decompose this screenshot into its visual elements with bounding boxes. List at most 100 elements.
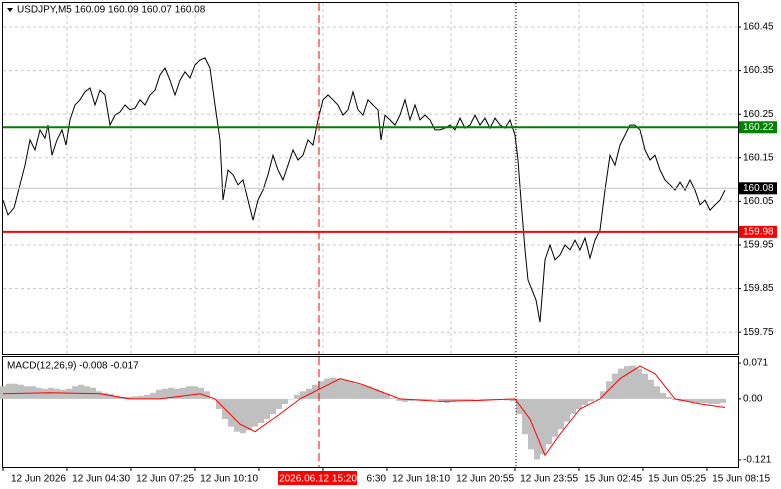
histogram-bar	[558, 398, 564, 430]
histogram-bar	[252, 398, 258, 427]
y-tick-label: 160.15	[743, 152, 774, 163]
histogram-bar	[108, 393, 114, 399]
histogram-bar	[354, 383, 360, 399]
histogram-bar	[612, 373, 618, 399]
histogram-bar	[642, 373, 648, 399]
x-tick-label: 15 Jun 02:45	[584, 474, 642, 485]
histogram-bar	[96, 391, 102, 399]
data-layer	[0, 57, 726, 460]
histogram-bar	[216, 398, 222, 409]
histogram-bar	[540, 398, 546, 455]
x-tick-label: 12 Jun 07:25	[136, 474, 194, 485]
histogram-bar	[126, 396, 132, 399]
histogram-bar	[420, 398, 426, 401]
level-label: 159.98	[743, 227, 774, 238]
histogram-bar	[54, 388, 60, 399]
histogram-bar	[294, 394, 300, 399]
histogram-bar	[456, 398, 462, 401]
histogram-bar	[396, 398, 402, 401]
y-tick-label: 159.95	[743, 240, 774, 251]
x-tick-label: 6:30	[367, 474, 387, 485]
x-tick-label: 12 Jun 18:10	[392, 474, 450, 485]
histogram-bar	[600, 391, 606, 399]
histogram-bar	[564, 398, 570, 422]
histogram-bar	[42, 388, 48, 399]
histogram-bar	[594, 398, 600, 400]
level-label: 160.22	[743, 122, 774, 133]
histogram-bar	[102, 392, 108, 399]
histogram-bar	[168, 387, 174, 399]
histogram-bar	[348, 381, 354, 399]
histogram-bar	[18, 384, 24, 399]
histogram-bar	[690, 398, 696, 402]
price-panel-frame	[2, 2, 739, 355]
histogram-bar	[696, 398, 702, 403]
histogram-bar	[336, 378, 342, 399]
histogram-bar	[630, 365, 636, 399]
histogram-bar	[360, 384, 366, 399]
histogram-bar	[264, 398, 270, 420]
x-tick-label: 15 Jun 08:15	[712, 474, 770, 485]
crosshair-label: 2026.06.12 15:20	[279, 474, 357, 485]
y-tick-label: 160.45	[743, 22, 774, 33]
histogram-bar	[720, 398, 726, 403]
histogram-bar	[0, 386, 6, 399]
histogram-bar	[150, 392, 156, 399]
histogram-bar	[552, 398, 558, 437]
histogram-bar	[324, 378, 330, 399]
histogram-bar	[714, 398, 720, 404]
histogram-bar	[426, 398, 432, 400]
y-tick-label: 160.25	[743, 109, 774, 120]
histogram-bar	[450, 398, 456, 402]
y-tick-label: -0.121	[743, 455, 772, 466]
y-tick-label: 159.85	[743, 283, 774, 294]
histogram-bar	[198, 387, 204, 399]
y-tick-label: 0.00	[743, 394, 763, 405]
histogram-bar	[228, 398, 234, 427]
histogram-bar	[384, 393, 390, 399]
histogram-bar	[708, 398, 714, 404]
x-tick-label: 12 Jun 10:10	[200, 474, 258, 485]
x-tick-label: 12 Jun 04:30	[72, 474, 130, 485]
level-label-box	[739, 182, 777, 195]
histogram-bar	[132, 396, 138, 399]
level-label: 160.08	[743, 183, 774, 194]
histogram-bar	[246, 398, 252, 431]
histogram-bar	[684, 398, 690, 402]
histogram-bar	[528, 398, 534, 450]
chart-title: USDJPY,M5 160.09 160.09 160.07 160.08	[17, 5, 206, 16]
histogram-bar	[204, 391, 210, 399]
histogram-bar	[462, 398, 468, 401]
x-tick-label: 15 Jun 05:25	[648, 474, 706, 485]
histogram-bar	[474, 398, 480, 400]
histogram-bar	[372, 388, 378, 399]
histogram-bar	[276, 398, 282, 409]
level-label-box	[739, 225, 777, 238]
x-tick-label: 12 Jun 20:55	[456, 474, 514, 485]
histogram-bar	[84, 386, 90, 399]
histogram-bar	[114, 395, 120, 399]
histogram-bar	[144, 394, 150, 399]
crosshair-label-box	[278, 471, 357, 485]
histogram-bar	[438, 398, 444, 402]
histogram-bar	[342, 379, 348, 399]
histogram-bar	[282, 398, 288, 404]
histogram-bar	[510, 398, 516, 402]
histogram-bar	[48, 387, 54, 399]
histogram-bar	[288, 398, 294, 400]
x-tick-label: 12 Jun 23:55	[520, 474, 578, 485]
histogram-bar	[378, 391, 384, 399]
histogram-bar	[468, 398, 474, 400]
histogram-bar	[30, 386, 36, 399]
histogram-bar	[702, 398, 708, 403]
histogram-bar	[432, 398, 438, 400]
histogram-bar	[240, 398, 246, 434]
histogram-bar	[648, 379, 654, 399]
histogram-bar	[546, 398, 552, 445]
histogram-bar	[180, 387, 186, 399]
histogram-bar	[258, 398, 264, 424]
level-label-box	[739, 121, 777, 134]
histogram-bar	[186, 386, 192, 399]
histogram-bar	[12, 383, 18, 399]
